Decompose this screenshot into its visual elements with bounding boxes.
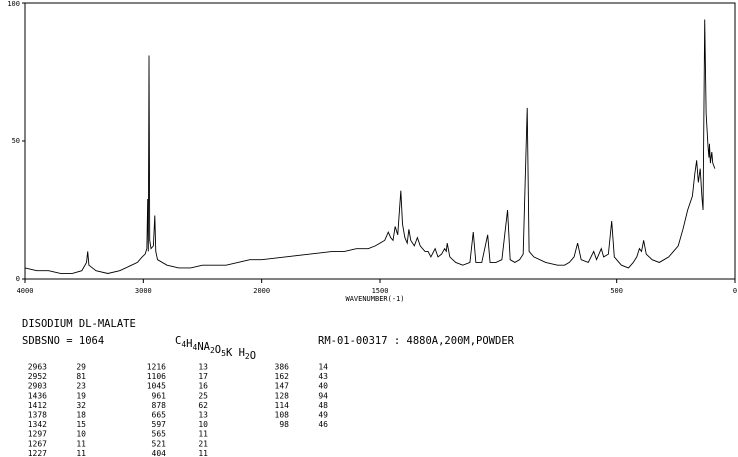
conditions: RM-01-00317 : 4880A,200M,POWDER — [318, 335, 515, 347]
x-tick-label: 3000 — [135, 287, 152, 295]
peak-wavenumber: 665 — [152, 411, 167, 420]
peak-wavenumber: 1045 — [147, 382, 166, 391]
peak-wavenumber: 147 — [275, 382, 290, 391]
peak-wavenumber: 1216 — [147, 363, 166, 372]
peak-intensity: 49 — [318, 411, 328, 420]
peak-intensity: 94 — [318, 391, 328, 400]
formula: C4H4NA2O5K H2O — [175, 335, 256, 362]
peak-wavenumber: 108 — [275, 411, 290, 420]
plot-frame — [24, 2, 736, 280]
x-tick-label: 0 — [733, 287, 737, 295]
peak-wavenumber: 1267 — [28, 439, 47, 448]
peak-intensity: 40 — [318, 382, 328, 391]
peak-intensity: 19 — [76, 391, 86, 400]
peak-intensity: 81 — [76, 372, 86, 381]
peak-wavenumber: 1342 — [28, 420, 47, 429]
peak-intensity: 11 — [76, 449, 86, 457]
peak-wavenumber: 521 — [152, 439, 167, 448]
peak-intensity: 11 — [76, 439, 86, 448]
y-tick-label: 0 — [16, 275, 20, 283]
peak-intensity: 23 — [76, 382, 86, 391]
peak-wavenumber: 386 — [275, 363, 290, 372]
compound-name: DISODIUM DL-MALATE — [22, 318, 136, 330]
peak-wavenumber: 1378 — [28, 411, 47, 420]
peak-intensity: 46 — [318, 420, 328, 429]
peak-intensity: 13 — [198, 363, 208, 372]
peak-intensity: 43 — [318, 372, 328, 381]
peak-intensity: 11 — [198, 430, 208, 439]
peak-wavenumber: 98 — [279, 420, 289, 429]
x-axis-label: WAVENUMBER(-1) — [345, 295, 404, 303]
peak-wavenumber: 878 — [152, 401, 167, 410]
peak-intensity: 16 — [198, 382, 208, 391]
x-tick-label: 4000 — [17, 287, 34, 295]
peak-intensity: 29 — [76, 363, 86, 372]
peak-wavenumber: 1412 — [28, 401, 47, 410]
spectrum-line — [24, 19, 716, 274]
peak-intensity: 21 — [198, 439, 208, 448]
peak-intensity: 15 — [76, 420, 86, 429]
peak-wavenumber: 404 — [152, 449, 167, 457]
peak-wavenumber: 2952 — [28, 372, 47, 381]
peak-intensity: 11 — [198, 449, 208, 457]
peak-wavenumber: 2903 — [28, 382, 47, 391]
peak-wavenumber: 1297 — [28, 430, 47, 439]
x-tick-label: 2000 — [253, 287, 270, 295]
peak-intensity: 17 — [198, 372, 208, 381]
peak-intensity: 10 — [198, 420, 208, 429]
peak-intensity: 10 — [76, 430, 86, 439]
x-tick-label: 1500 — [372, 287, 389, 295]
peak-wavenumber: 2963 — [28, 363, 47, 372]
y-tick-label: 50 — [12, 137, 20, 145]
peak-wavenumber: 162 — [275, 372, 290, 381]
peak-wavenumber: 961 — [152, 391, 167, 400]
peak-wavenumber: 128 — [275, 391, 290, 400]
peak-intensity: 32 — [76, 401, 86, 410]
peak-wavenumber: 1436 — [28, 391, 47, 400]
peak-intensity: 48 — [318, 401, 328, 410]
peak-wavenumber: 1227 — [28, 449, 47, 457]
x-tick-label: 500 — [610, 287, 623, 295]
y-tick-label: 100 — [7, 0, 20, 8]
peak-intensity: 25 — [198, 391, 208, 400]
sdbs-number: SDBSNO = 1064 — [22, 335, 104, 347]
peak-intensity: 13 — [198, 411, 208, 420]
peak-wavenumber: 565 — [152, 430, 167, 439]
peak-intensity: 14 — [318, 363, 328, 372]
peak-wavenumber: 597 — [152, 420, 167, 429]
peak-intensity: 62 — [198, 401, 208, 410]
peak-wavenumber: 114 — [275, 401, 290, 410]
peak-intensity: 18 — [76, 411, 86, 420]
peak-wavenumber: 1106 — [147, 372, 166, 381]
